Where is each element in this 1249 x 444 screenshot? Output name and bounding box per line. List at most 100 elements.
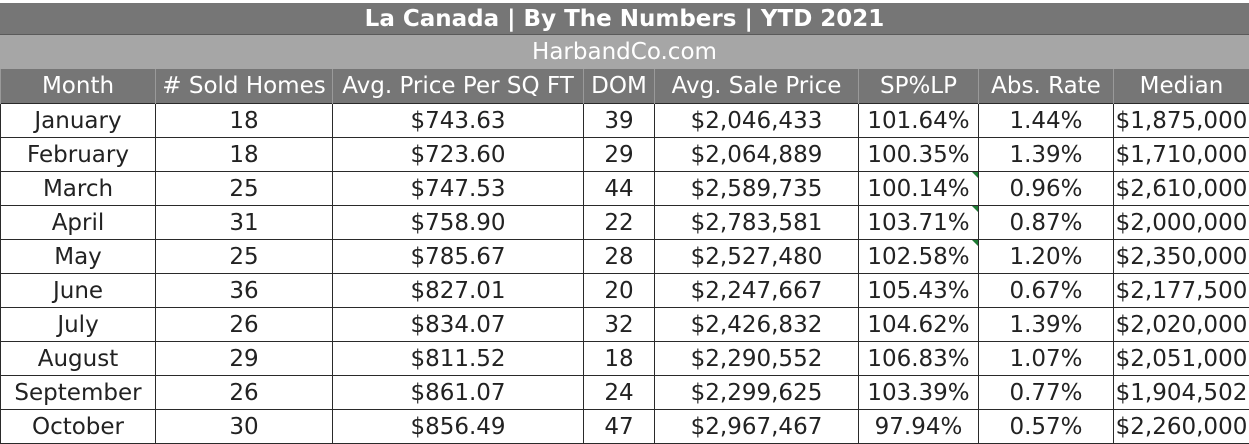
abs-rate-cell[interactable]: 1.39% — [979, 308, 1114, 342]
sp-lp-cell[interactable]: 106.83% — [859, 342, 979, 376]
avg-sale-price-cell[interactable]: $2,527,480 — [655, 240, 859, 274]
avg-sale-price-cell[interactable]: $2,967,467 — [655, 410, 859, 444]
abs-rate-cell[interactable]: 1.07% — [979, 342, 1114, 376]
sp-lp-cell[interactable]: 104.62% — [859, 308, 979, 342]
median-cell[interactable]: $2,610,000 — [1114, 172, 1249, 206]
sold-homes-cell[interactable]: 31 — [156, 206, 333, 240]
dom-cell[interactable]: 47 — [584, 410, 655, 444]
column-header-abs-rate[interactable]: Abs. Rate — [979, 69, 1114, 104]
column-header-month[interactable]: Month — [1, 69, 156, 104]
avg-sale-price-cell[interactable]: $2,783,581 — [655, 206, 859, 240]
avg-price-sqft-cell[interactable]: $856.49 — [333, 410, 584, 444]
column-header-avg-sale-price[interactable]: Avg. Sale Price — [655, 69, 859, 104]
avg-sale-price-cell[interactable]: $2,247,667 — [655, 274, 859, 308]
dom-cell[interactable]: 20 — [584, 274, 655, 308]
sp-lp-cell[interactable]: 103.71% — [859, 206, 979, 240]
abs-rate-cell[interactable]: 0.67% — [979, 274, 1114, 308]
avg-sale-price-cell[interactable]: $2,589,735 — [655, 172, 859, 206]
median-cell[interactable]: $1,710,000 — [1114, 138, 1249, 172]
sold-homes-cell[interactable]: 36 — [156, 274, 333, 308]
avg-sale-price-cell[interactable]: $2,426,832 — [655, 308, 859, 342]
avg-price-sqft-cell[interactable]: $723.60 — [333, 138, 584, 172]
avg-price-sqft-cell[interactable]: $758.90 — [333, 206, 584, 240]
dom-cell[interactable]: 24 — [584, 376, 655, 410]
avg-sale-price-cell[interactable]: $2,299,625 — [655, 376, 859, 410]
avg-sale-price-cell[interactable]: $2,046,433 — [655, 104, 859, 138]
sp-lp-cell[interactable]: 100.14% — [859, 172, 979, 206]
dom-cell[interactable]: 18 — [584, 342, 655, 376]
avg-price-sqft-cell[interactable]: $785.67 — [333, 240, 584, 274]
median-cell[interactable]: $2,260,000 — [1114, 410, 1249, 444]
sold-homes-cell[interactable]: 26 — [156, 308, 333, 342]
median-cell[interactable]: $1,904,502 — [1114, 376, 1249, 410]
month-cell[interactable]: July — [1, 308, 156, 342]
abs-rate-cell[interactable]: 1.39% — [979, 138, 1114, 172]
avg-price-sqft-cell[interactable]: $811.52 — [333, 342, 584, 376]
avg-price-sqft-cell[interactable]: $747.53 — [333, 172, 584, 206]
column-header-sp-lp[interactable]: SP%LP — [859, 69, 979, 104]
month-cell[interactable]: October — [1, 410, 156, 444]
column-header-median[interactable]: Median — [1114, 69, 1249, 104]
median-cell[interactable]: $2,177,500 — [1114, 274, 1249, 308]
sp-lp-cell[interactable]: 105.43% — [859, 274, 979, 308]
sold-homes-cell[interactable]: 26 — [156, 376, 333, 410]
dom-cell[interactable]: 44 — [584, 172, 655, 206]
month-cell[interactable]: June — [1, 274, 156, 308]
month-cell[interactable]: April — [1, 206, 156, 240]
month-cell[interactable]: February — [1, 138, 156, 172]
median-cell[interactable]: $2,020,000 — [1114, 308, 1249, 342]
month-cell[interactable]: May — [1, 240, 156, 274]
month-cell[interactable]: January — [1, 104, 156, 138]
avg-price-sqft-cell[interactable]: $861.07 — [333, 376, 584, 410]
abs-rate-cell[interactable]: 0.77% — [979, 376, 1114, 410]
abs-rate-cell[interactable]: 0.87% — [979, 206, 1114, 240]
dom-cell[interactable]: 29 — [584, 138, 655, 172]
dom-cell[interactable]: 39 — [584, 104, 655, 138]
avg-price-sqft-cell[interactable]: $743.63 — [333, 104, 584, 138]
avg-price-sqft-cell[interactable]: $834.07 — [333, 308, 584, 342]
sp-lp-cell[interactable]: 103.39% — [859, 376, 979, 410]
sold-homes-cell[interactable]: 30 — [156, 410, 333, 444]
abs-rate-cell[interactable]: 0.57% — [979, 410, 1114, 444]
table-title: La Canada | By The Numbers | YTD 2021 — [0, 3, 1249, 35]
dom-cell[interactable]: 32 — [584, 308, 655, 342]
median-cell[interactable]: $1,875,000 — [1114, 104, 1249, 138]
avg-sale-price-cell[interactable]: $2,290,552 — [655, 342, 859, 376]
median-cell[interactable]: $2,051,000 — [1114, 342, 1249, 376]
sold-homes-cell[interactable]: 18 — [156, 138, 333, 172]
avg-price-sqft-cell[interactable]: $827.01 — [333, 274, 584, 308]
cell-value: 100.14% — [867, 176, 969, 202]
dom-cell[interactable]: 28 — [584, 240, 655, 274]
column-header-dom[interactable]: DOM — [584, 69, 655, 104]
abs-rate-cell[interactable]: 0.96% — [979, 172, 1114, 206]
sold-homes-cell[interactable]: 29 — [156, 342, 333, 376]
sold-homes-cell[interactable]: 18 — [156, 104, 333, 138]
month-cell[interactable]: August — [1, 342, 156, 376]
sold-homes-cell[interactable]: 25 — [156, 172, 333, 206]
sold-homes-cell[interactable]: 25 — [156, 240, 333, 274]
sp-lp-cell[interactable]: 101.64% — [859, 104, 979, 138]
sp-lp-cell[interactable]: 97.94% — [859, 410, 979, 444]
sp-lp-cell[interactable]: 102.58% — [859, 240, 979, 274]
median-cell[interactable]: $2,000,000 — [1114, 206, 1249, 240]
dom-cell[interactable]: 22 — [584, 206, 655, 240]
column-header-avg-price-sqft[interactable]: Avg. Price Per SQ FT — [333, 69, 584, 104]
abs-rate-cell[interactable]: 1.44% — [979, 104, 1114, 138]
sp-lp-cell[interactable]: 100.35% — [859, 138, 979, 172]
month-cell[interactable]: March — [1, 172, 156, 206]
error-indicator-icon — [972, 240, 978, 246]
month-cell[interactable]: September — [1, 376, 156, 410]
abs-rate-cell[interactable]: 1.20% — [979, 240, 1114, 274]
column-header-sold-homes[interactable]: # Sold Homes — [156, 69, 333, 104]
spreadsheet: La Canada | By The Numbers | YTD 2021 Ha… — [0, 0, 1249, 434]
median-cell[interactable]: $2,350,000 — [1114, 240, 1249, 274]
avg-sale-price-cell[interactable]: $2,064,889 — [655, 138, 859, 172]
